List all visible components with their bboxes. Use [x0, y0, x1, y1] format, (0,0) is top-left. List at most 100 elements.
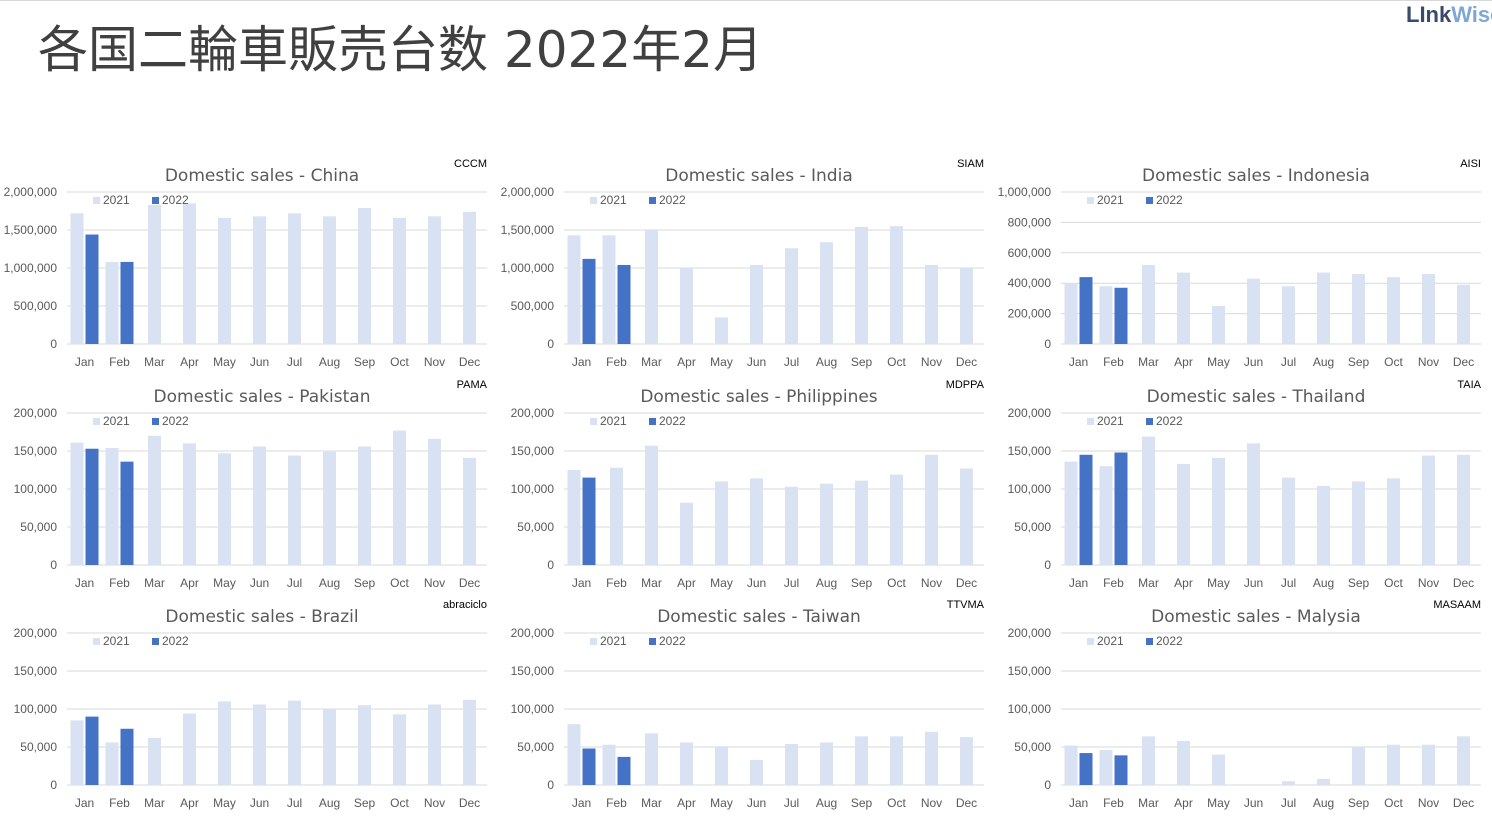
chart-brazil: Domestic sales - Brazil abraciclo 0 50,000 1… [0, 596, 497, 816]
data-source-label: abraciclo [443, 599, 487, 611]
y-tick-label: 1,500,000 [501, 223, 555, 237]
bar-2021 [358, 207, 371, 344]
chart-title: Domestic sales - Brazil [165, 607, 358, 627]
bar-2021 [1212, 754, 1225, 785]
y-tick-label: 150,000 [14, 444, 58, 458]
bar-2021 [183, 203, 196, 344]
x-tick-label: Sep [1348, 576, 1370, 590]
bar-2021 [1422, 274, 1435, 344]
x-tick-label: May [710, 796, 733, 810]
data-source-label: SIAM [957, 158, 984, 170]
x-tick-label: Sep [1348, 355, 1370, 369]
chart-title: Domestic sales - China [165, 166, 359, 186]
bar-2021 [358, 705, 371, 785]
y-tick-label: 600,000 [1008, 246, 1052, 260]
bar-2021 [1247, 278, 1260, 344]
legend-swatch-2022 [152, 638, 159, 645]
y-tick-label: 0 [1044, 778, 1051, 792]
bar-2021 [750, 478, 763, 565]
page-title: 各国二輪車販売台数 2022年2月 [38, 21, 763, 79]
x-tick-label: Jun [747, 576, 766, 590]
y-tick-label: 400,000 [1008, 276, 1052, 290]
bar-2021 [645, 733, 658, 785]
chart-svg: Domestic sales - China CCCM 0 500,000 1,000,… [4, 158, 487, 369]
x-tick-label: Jun [1244, 576, 1263, 590]
bar-2021 [1282, 477, 1295, 565]
legend-label-2022: 2022 [1156, 193, 1183, 207]
bar-2021 [288, 700, 301, 785]
legend-label-2022: 2022 [659, 193, 686, 207]
bar-2022 [617, 756, 631, 785]
x-tick-label: Jul [784, 796, 799, 810]
x-tick-label: Aug [816, 355, 837, 369]
bar-2021 [1142, 436, 1155, 565]
bar-2022 [120, 461, 134, 565]
y-tick-label: 200,000 [1008, 307, 1052, 321]
x-tick-label: May [710, 576, 733, 590]
bar-2021 [820, 483, 833, 565]
bar-2021 [785, 248, 798, 344]
bar-2021 [645, 445, 658, 565]
bar-2021 [105, 742, 119, 785]
x-tick-label: Mar [1138, 576, 1159, 590]
bar-2021 [890, 736, 903, 785]
x-tick-label: Dec [1453, 796, 1474, 810]
legend-label-2022: 2022 [162, 634, 189, 648]
y-tick-label: 50,000 [20, 740, 57, 754]
legend-swatch-2022 [1146, 638, 1153, 645]
bar-2021 [1457, 454, 1470, 565]
x-tick-label: Oct [887, 576, 906, 590]
y-tick-label: 2,000,000 [501, 185, 555, 199]
legend-swatch-2021 [590, 418, 597, 425]
chart-philippines: Domestic sales - Philippines MDPPA 0 50,000… [497, 376, 994, 596]
chart-title: Domestic sales - Philippines [640, 387, 877, 407]
x-tick-label: Jun [1244, 796, 1263, 810]
bar-2022 [582, 477, 596, 565]
bar-2022 [1114, 755, 1128, 785]
x-tick-label: Aug [1313, 796, 1334, 810]
x-tick-label: Nov [424, 355, 445, 369]
bar-2021 [567, 724, 581, 785]
x-tick-label: Nov [424, 576, 445, 590]
bar-2021 [1142, 736, 1155, 785]
x-tick-label: May [213, 355, 236, 369]
bar-2021 [855, 736, 868, 785]
chart-taiwan: Domestic sales - Taiwan TTVMA 0 50,000 100,0… [497, 596, 994, 816]
legend-label-2021: 2021 [103, 193, 130, 207]
x-tick-label: Mar [144, 796, 165, 810]
x-tick-label: Nov [921, 355, 942, 369]
chart-legend: 2021 2022 [590, 634, 686, 648]
bar-2021 [428, 704, 441, 785]
legend-label-2021: 2021 [1097, 634, 1124, 648]
logo-part-link: LInk [1406, 2, 1452, 27]
x-tick-label: Nov [424, 796, 445, 810]
bar-2021 [70, 442, 84, 565]
data-source-label: MDPPA [946, 379, 985, 391]
bar-2021 [1352, 747, 1365, 785]
bar-2022 [1079, 454, 1093, 565]
bar-2021 [750, 759, 763, 785]
y-tick-label: 50,000 [517, 520, 554, 534]
bar-2022 [85, 234, 99, 344]
x-tick-label: Dec [956, 576, 977, 590]
x-tick-label: Mar [1138, 796, 1159, 810]
bar-2021 [218, 217, 231, 344]
bar-2021 [218, 453, 231, 565]
x-tick-label: Jan [572, 796, 591, 810]
legend-swatch-2021 [590, 197, 597, 204]
legend-swatch-2021 [1087, 638, 1094, 645]
chart-title: Domestic sales - India [665, 166, 852, 186]
x-tick-label: May [710, 355, 733, 369]
x-tick-label: Apr [677, 355, 696, 369]
x-tick-label: Oct [1384, 796, 1403, 810]
x-tick-label: Jun [250, 576, 269, 590]
x-tick-label: Nov [921, 576, 942, 590]
bar-2021 [855, 226, 868, 344]
chart-svg: Domestic sales - Pakistan PAMA 0 50,000 100,… [14, 379, 488, 590]
data-source-label: AISI [1460, 158, 1481, 170]
x-tick-label: Aug [816, 576, 837, 590]
bar-2022 [1114, 287, 1128, 344]
bar-2021 [1422, 744, 1435, 785]
x-tick-label: Feb [606, 576, 627, 590]
legend-swatch-2022 [152, 197, 159, 204]
